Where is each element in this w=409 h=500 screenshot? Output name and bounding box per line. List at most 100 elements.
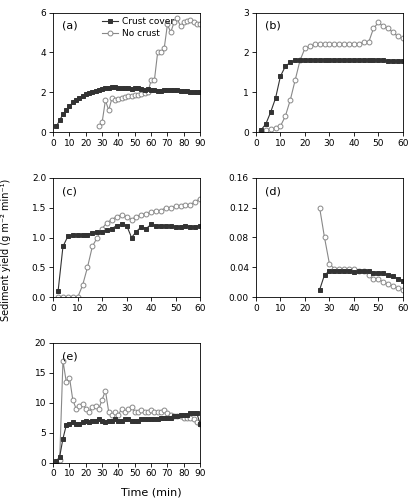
- Crust cover: [115, 222, 119, 228]
- No crust: [87, 408, 92, 414]
- Crust cover: [178, 88, 183, 94]
- Crust cover: [188, 224, 193, 230]
- No crust: [61, 294, 65, 300]
- Crust cover: [100, 418, 105, 424]
- Crust cover: [332, 268, 337, 274]
- No crust: [106, 107, 111, 113]
- No crust: [317, 42, 322, 48]
- Crust cover: [139, 224, 144, 230]
- Line: Crust cover: Crust cover: [258, 57, 405, 132]
- Crust cover: [191, 90, 196, 96]
- Crust cover: [93, 88, 98, 94]
- No crust: [346, 266, 351, 272]
- No crust: [113, 98, 118, 103]
- Crust cover: [67, 420, 72, 426]
- Crust cover: [168, 88, 173, 94]
- Text: (b): (b): [265, 21, 281, 31]
- Crust cover: [317, 287, 322, 293]
- No crust: [70, 294, 75, 300]
- No crust: [110, 216, 115, 222]
- No crust: [178, 204, 183, 210]
- Crust cover: [396, 276, 400, 281]
- No crust: [168, 30, 173, 36]
- Crust cover: [136, 86, 141, 91]
- Crust cover: [303, 56, 308, 62]
- Crust cover: [171, 88, 176, 94]
- Text: (d): (d): [265, 186, 281, 196]
- No crust: [110, 96, 115, 102]
- No crust: [155, 50, 160, 56]
- Crust cover: [87, 419, 92, 425]
- Crust cover: [105, 228, 110, 234]
- Crust cover: [54, 123, 59, 129]
- Crust cover: [158, 414, 163, 420]
- No crust: [142, 408, 147, 414]
- Crust cover: [133, 86, 137, 91]
- Crust cover: [119, 222, 124, 228]
- No crust: [342, 266, 346, 272]
- Text: (c): (c): [62, 186, 77, 196]
- Crust cover: [346, 268, 351, 274]
- No crust: [312, 42, 317, 48]
- No crust: [90, 404, 95, 410]
- Crust cover: [258, 127, 263, 133]
- Crust cover: [361, 268, 366, 274]
- Crust cover: [386, 58, 391, 64]
- Crust cover: [162, 414, 166, 420]
- Crust cover: [65, 234, 70, 239]
- No crust: [152, 408, 157, 414]
- Crust cover: [144, 226, 149, 232]
- No crust: [100, 396, 105, 402]
- No crust: [263, 127, 268, 133]
- Crust cover: [113, 84, 118, 90]
- No crust: [396, 286, 400, 292]
- No crust: [278, 123, 283, 129]
- Crust cover: [119, 418, 124, 424]
- No crust: [116, 412, 121, 418]
- No crust: [146, 408, 151, 414]
- Crust cover: [70, 419, 75, 425]
- No crust: [129, 94, 134, 100]
- Crust cover: [95, 228, 100, 234]
- Crust cover: [110, 418, 115, 424]
- No crust: [110, 412, 115, 418]
- Crust cover: [146, 86, 151, 92]
- Crust cover: [75, 232, 80, 237]
- No crust: [148, 407, 153, 413]
- Crust cover: [198, 222, 202, 228]
- Crust cover: [61, 244, 65, 250]
- No crust: [105, 220, 110, 226]
- Crust cover: [77, 96, 82, 102]
- No crust: [75, 294, 80, 300]
- No crust: [85, 264, 90, 270]
- Crust cover: [194, 410, 199, 416]
- No crust: [342, 42, 346, 48]
- No crust: [168, 204, 173, 210]
- Crust cover: [106, 86, 111, 91]
- Line: No crust: No crust: [97, 16, 202, 128]
- No crust: [198, 420, 202, 426]
- No crust: [123, 94, 128, 100]
- No crust: [136, 92, 141, 98]
- No crust: [178, 24, 183, 30]
- No crust: [148, 78, 153, 84]
- Crust cover: [163, 222, 168, 228]
- No crust: [61, 358, 65, 364]
- Crust cover: [83, 418, 88, 424]
- No crust: [351, 266, 356, 272]
- Crust cover: [391, 58, 396, 64]
- No crust: [158, 50, 163, 56]
- No crust: [184, 18, 189, 24]
- Crust cover: [322, 272, 327, 278]
- No crust: [391, 283, 396, 289]
- No crust: [307, 44, 312, 50]
- Crust cover: [165, 414, 170, 420]
- No crust: [136, 408, 141, 414]
- No crust: [188, 414, 193, 420]
- No crust: [134, 214, 139, 220]
- No crust: [133, 92, 137, 98]
- No crust: [198, 196, 202, 202]
- No crust: [139, 92, 144, 98]
- Crust cover: [134, 228, 139, 234]
- No crust: [77, 402, 82, 408]
